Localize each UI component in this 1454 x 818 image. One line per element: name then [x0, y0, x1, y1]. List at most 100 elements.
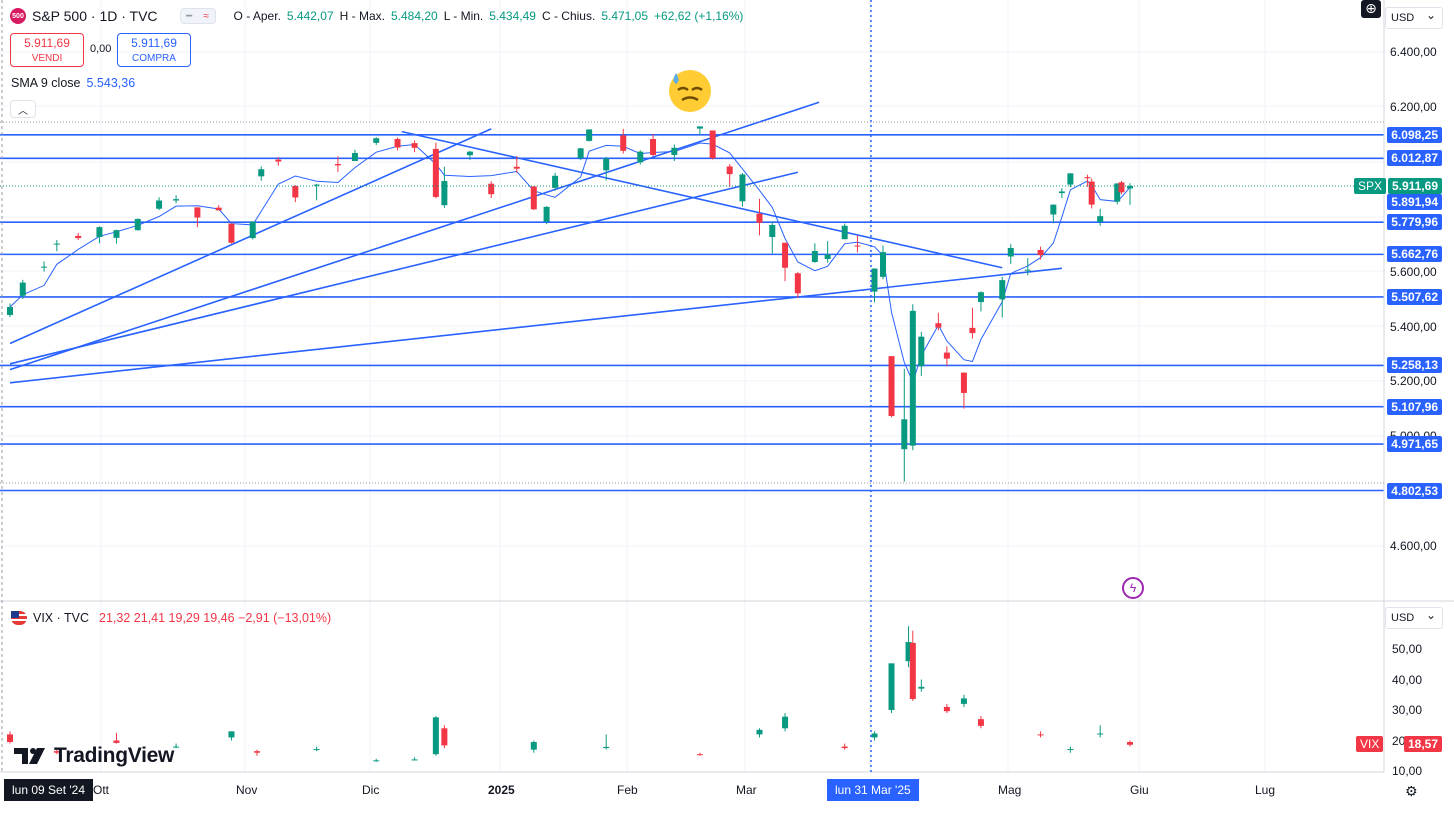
spx-candle	[249, 221, 256, 240]
plus-icon[interactable]: ⊕	[1361, 0, 1381, 18]
vix-candle	[173, 743, 180, 749]
spx-last-price: 5.911,69	[1387, 178, 1442, 194]
high-value: 5.484,20	[390, 9, 438, 23]
vix-candle	[253, 749, 260, 756]
spx-body	[258, 169, 265, 177]
vix-candle	[918, 679, 925, 692]
spx-candle	[739, 173, 746, 207]
vix-body	[696, 754, 703, 756]
price-tick: 6.200,00	[1390, 99, 1437, 114]
spx-body	[1114, 183, 1121, 202]
vix-body	[977, 719, 984, 726]
vix-body	[918, 686, 925, 689]
vix-body	[943, 706, 950, 712]
spx-candle	[969, 307, 976, 339]
spx-candle	[696, 126, 703, 135]
sma-line	[9, 142, 1131, 384]
vix-body	[841, 746, 848, 749]
spx-body	[1058, 191, 1065, 194]
sma-label[interactable]: SMA 9 close	[11, 76, 81, 90]
spx-candle	[620, 128, 627, 154]
sma-value: 5.543,36	[86, 76, 136, 90]
spx-candle	[960, 372, 967, 409]
spx-candle	[841, 223, 848, 240]
spx-candle	[935, 312, 942, 331]
spx-candle	[909, 304, 916, 451]
vix-legend[interactable]: VIX · TVC 21,32 21,41 19,29 19,46 −2,91 …	[11, 611, 331, 625]
spx-candle	[824, 241, 831, 263]
collapse-legend-button[interactable]: ︿	[10, 100, 36, 118]
vix-body	[373, 760, 380, 762]
symbol-title[interactable]: S&P 500 · 1D · TVC	[32, 8, 158, 24]
time-tick: Feb	[617, 783, 638, 797]
sma-last-price: 5.891,94	[1387, 194, 1442, 210]
sell-label: VENDI	[31, 53, 63, 64]
spx-body	[351, 153, 358, 161]
symbol-legend[interactable]: 500 S&P 500 · 1D · TVC ━ ≈ O - Aper. 5.442…	[10, 8, 743, 24]
vix-body	[888, 663, 895, 710]
spx-candle	[1058, 188, 1065, 199]
vix-body	[1097, 733, 1104, 735]
sma-legend[interactable]: SMA 9 close 5.543,36	[11, 76, 135, 90]
sweat-face-icon[interactable]	[669, 70, 711, 112]
vix-candle	[530, 740, 537, 753]
open-label: O - Aper.	[233, 9, 281, 23]
spx-body	[943, 352, 950, 359]
spx-candle	[134, 218, 141, 231]
spx-body	[275, 159, 282, 162]
symbol-tools-button[interactable]: ━ ≈	[179, 8, 216, 24]
vix-currency-select[interactable]: USD	[1385, 605, 1443, 629]
price-tick: 4.600,00	[1390, 539, 1437, 554]
sell-button[interactable]: 5.911,69 VENDI	[10, 33, 84, 67]
spx-body	[696, 126, 703, 129]
lightning-icon[interactable]: ϟ	[1122, 577, 1144, 599]
vix-candle	[53, 749, 60, 755]
trendline	[401, 130, 1003, 269]
spx-candle	[258, 166, 265, 181]
close-label: C - Chius.	[541, 9, 596, 23]
vix-price-tick: 50,00	[1392, 642, 1423, 656]
vix-body	[603, 746, 610, 749]
spx-body	[969, 327, 976, 334]
buy-price: 5.911,69	[131, 36, 177, 50]
spx-candle	[96, 226, 103, 244]
vix-title[interactable]: VIX · TVC	[33, 611, 90, 625]
spx-body	[432, 148, 439, 197]
spx-body	[726, 166, 733, 175]
logo-text: TradingView	[54, 744, 175, 767]
spx-candle	[351, 149, 358, 161]
trendline	[9, 267, 1062, 384]
spx-candle	[53, 240, 60, 252]
spx-candle	[292, 185, 299, 203]
vix-price-tick: 30,00	[1392, 703, 1423, 717]
currency-select[interactable]: USD	[1385, 5, 1443, 29]
vix-candle	[696, 752, 703, 756]
sma-9-line	[9, 142, 1131, 384]
spx-body	[1067, 173, 1074, 185]
vix-candle	[441, 725, 448, 749]
spx-candle	[603, 156, 610, 181]
spx-body	[888, 356, 895, 416]
spx-candle	[543, 206, 550, 225]
vix-body	[871, 733, 878, 738]
level-tag: 5.662,76	[1387, 246, 1442, 263]
vix-candle	[943, 703, 950, 714]
spx-candle	[943, 346, 950, 367]
spx-candle	[794, 272, 801, 298]
spx-body	[134, 218, 141, 231]
spx-candle	[586, 129, 593, 142]
spx-body	[739, 174, 746, 202]
vix-candle	[977, 716, 984, 729]
settings-icon[interactable]: ⚙	[1405, 783, 1418, 799]
tradingview-logo[interactable]: TradingView	[14, 744, 174, 768]
spx-candle	[411, 140, 418, 153]
spx-body	[1118, 182, 1125, 193]
cursor-date-tag: lun 31 Mar '25	[827, 779, 919, 801]
spx-body	[854, 245, 861, 247]
spx-candle	[671, 144, 678, 161]
spx-candle	[488, 181, 495, 199]
buy-button[interactable]: 5.911,69 COMPRA	[117, 33, 191, 67]
vix-candle	[1097, 725, 1104, 738]
